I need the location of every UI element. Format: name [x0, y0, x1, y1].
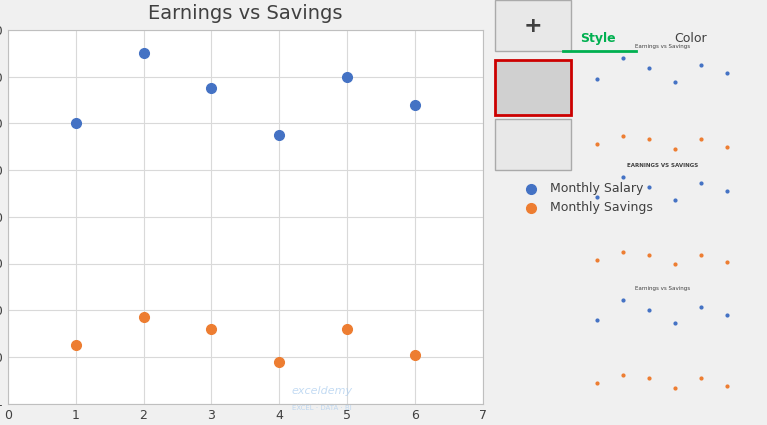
FancyBboxPatch shape [495, 119, 571, 170]
Point [721, 70, 733, 76]
Point [695, 303, 707, 310]
Point [591, 316, 603, 323]
Point [721, 382, 733, 389]
Monthly Savings [70, 342, 82, 348]
Point [695, 136, 707, 143]
Point [643, 183, 655, 190]
Monthly Salary [70, 120, 82, 127]
Title: Earnings vs Savings: Earnings vs Savings [634, 44, 690, 49]
Point [721, 259, 733, 266]
Point [643, 252, 655, 258]
Text: +: + [524, 15, 542, 36]
Point [695, 375, 707, 382]
Point [591, 75, 603, 82]
Point [695, 180, 707, 187]
Point [617, 133, 629, 139]
Point [721, 311, 733, 318]
Point [669, 79, 681, 85]
Point [669, 261, 681, 268]
Point [695, 252, 707, 258]
FancyBboxPatch shape [495, 60, 571, 115]
Point [721, 188, 733, 195]
Text: Color: Color [674, 32, 707, 45]
Legend: Monthly Salary, Monthly Savings: Monthly Salary, Monthly Savings [514, 177, 657, 219]
Text: Style: Style [581, 32, 616, 45]
Point [669, 384, 681, 391]
Point [617, 54, 629, 61]
Text: exceldemy: exceldemy [291, 386, 353, 396]
Point [643, 136, 655, 143]
Point [643, 375, 655, 382]
Title: Earnings vs Savings: Earnings vs Savings [634, 286, 690, 292]
Point [591, 193, 603, 200]
Point [721, 144, 733, 150]
Point [643, 306, 655, 313]
Monthly Savings [341, 326, 354, 332]
Point [617, 371, 629, 378]
Point [669, 196, 681, 203]
Monthly Salary [137, 50, 150, 57]
Point [591, 380, 603, 386]
Point [591, 256, 603, 263]
Point [695, 62, 707, 68]
Point [617, 248, 629, 255]
FancyBboxPatch shape [495, 0, 571, 51]
Point [669, 320, 681, 326]
Point [591, 141, 603, 147]
Monthly Salary [273, 132, 285, 139]
Monthly Salary [206, 85, 218, 92]
Title: Earnings vs Savings: Earnings vs Savings [148, 4, 343, 23]
Text: EXCEL · DATA · BI: EXCEL · DATA · BI [292, 405, 352, 411]
Monthly Savings [409, 351, 421, 358]
Point [643, 65, 655, 72]
Monthly Savings [137, 314, 150, 321]
Monthly Salary [409, 101, 421, 108]
Monthly Savings [273, 358, 285, 365]
Title: EARNINGS VS SAVINGS: EARNINGS VS SAVINGS [627, 163, 698, 168]
Point [669, 146, 681, 153]
Point [617, 173, 629, 180]
Point [617, 297, 629, 303]
Monthly Salary [341, 73, 354, 80]
Monthly Savings [206, 326, 218, 332]
